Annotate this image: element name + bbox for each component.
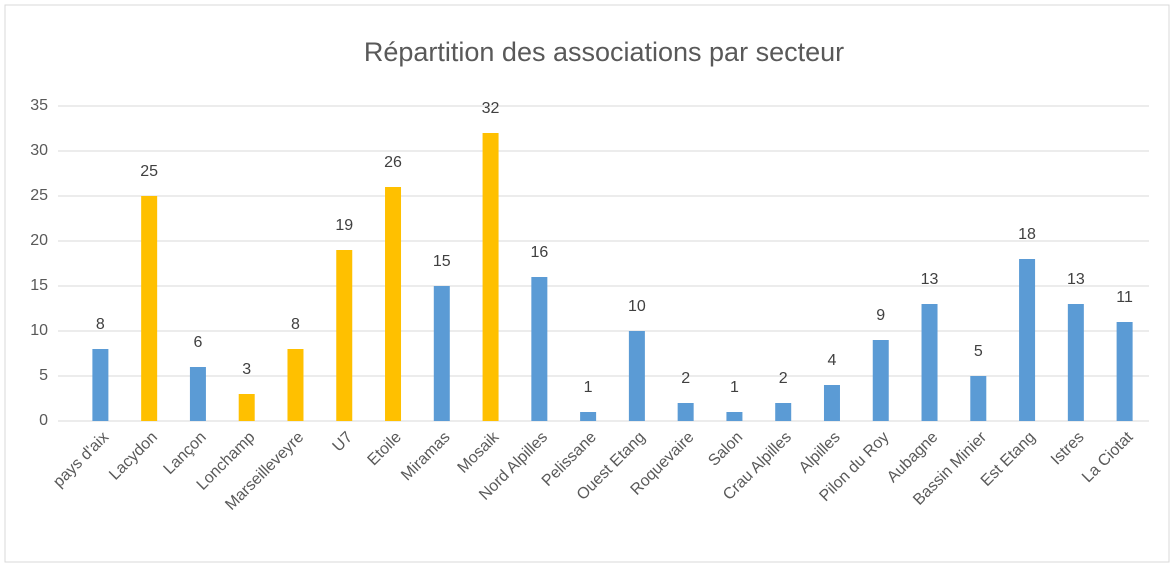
- y-tick-label: 30: [30, 142, 48, 159]
- data-label: 1: [730, 379, 739, 396]
- bar: [1019, 259, 1036, 421]
- data-label: 9: [876, 307, 885, 324]
- data-label: 15: [433, 253, 451, 270]
- data-label: 19: [335, 217, 353, 234]
- bar: [1116, 322, 1133, 421]
- y-tick-label: 10: [30, 322, 48, 339]
- y-tick-label: 15: [30, 277, 48, 294]
- bar: [921, 304, 938, 421]
- chart-frame: [4, 4, 1170, 563]
- data-label: 6: [193, 334, 202, 351]
- bar: [238, 394, 255, 421]
- y-tick-label: 5: [39, 367, 48, 384]
- data-label: 32: [482, 100, 500, 117]
- bar: [775, 403, 792, 421]
- data-label: 8: [291, 316, 300, 333]
- data-label: 18: [1018, 226, 1036, 243]
- bar: [872, 340, 889, 421]
- bar: [336, 250, 353, 421]
- y-tick-label: 20: [30, 232, 48, 249]
- data-label: 11: [1116, 289, 1133, 306]
- data-label: 13: [921, 271, 939, 288]
- data-label: 2: [779, 370, 788, 387]
- data-label: 5: [974, 343, 983, 360]
- data-label: 25: [140, 163, 158, 180]
- data-label: 8: [96, 316, 105, 333]
- bar: [92, 349, 109, 421]
- data-label: 4: [828, 352, 837, 369]
- bar: [970, 376, 987, 421]
- chart-title: Répartition des associations par secteur: [364, 37, 844, 67]
- data-label: 10: [628, 298, 646, 315]
- bar: [141, 196, 158, 421]
- bar: [287, 349, 304, 421]
- data-label: 13: [1067, 271, 1085, 288]
- bar: [677, 403, 694, 421]
- bar: [1067, 304, 1084, 421]
- bar: [531, 277, 548, 421]
- data-label: 16: [530, 244, 548, 261]
- data-label: 26: [384, 154, 402, 171]
- y-tick-label: 25: [30, 187, 48, 204]
- bar: [482, 133, 499, 421]
- bar: [628, 331, 645, 421]
- bar: [189, 367, 206, 421]
- bar: [580, 412, 597, 421]
- y-tick-label: 35: [30, 97, 48, 114]
- bar: [823, 385, 840, 421]
- bar: [433, 286, 450, 421]
- y-tick-label: 0: [39, 412, 48, 429]
- data-label: 3: [242, 361, 251, 378]
- bar: [726, 412, 743, 421]
- bar: [385, 187, 402, 421]
- data-label: 2: [681, 370, 690, 387]
- data-label: 1: [584, 379, 593, 396]
